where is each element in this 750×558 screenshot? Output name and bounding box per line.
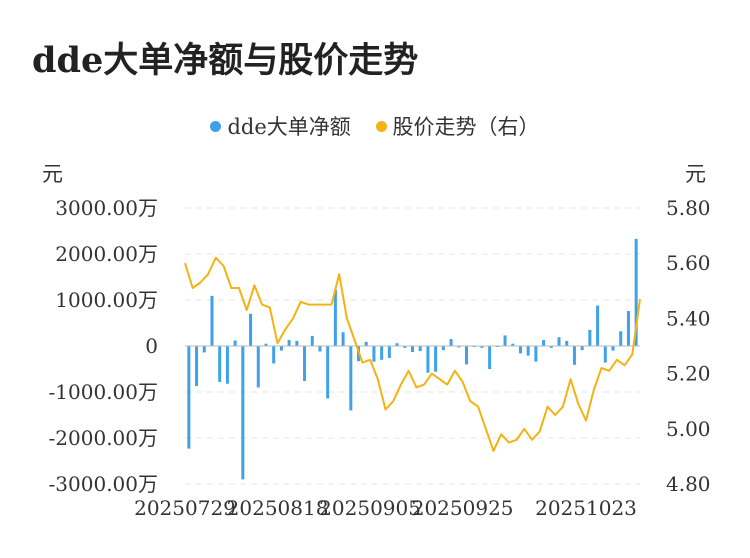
right-tick-label: 5.20 [666, 362, 711, 386]
bar [395, 343, 399, 346]
bar [318, 346, 322, 352]
left-tick-label: 3000.00万 [55, 196, 158, 220]
bar [441, 346, 445, 351]
right-tick-label: 5.00 [666, 417, 711, 441]
bar [403, 346, 407, 348]
bar [364, 341, 368, 346]
legend-item-price[interactable]: 股价走势（右） [375, 111, 540, 141]
bar [580, 346, 584, 351]
left-tick-label: 0 [145, 334, 158, 358]
x-tick-label: 20250905 [319, 496, 421, 520]
bar [218, 346, 222, 382]
x-tick-label: 20250818 [227, 496, 329, 520]
bar [503, 335, 507, 346]
bar [303, 346, 307, 381]
bar [572, 346, 576, 365]
bar [480, 346, 484, 348]
bar [225, 346, 229, 384]
bar [549, 346, 553, 348]
bar [210, 295, 214, 346]
bar [256, 346, 260, 388]
left-tick-label: -1000.00万 [49, 380, 158, 404]
bar [488, 346, 492, 369]
bar [619, 331, 623, 346]
x-tick-label: 20250729 [134, 496, 236, 520]
bar [626, 311, 630, 346]
price-line [184, 256, 641, 452]
bar [249, 313, 253, 346]
right-tick-label: 4.80 [666, 472, 711, 496]
right-tick-label: 5.40 [666, 306, 711, 330]
bar [588, 329, 592, 346]
right-tick-label: 5.60 [666, 251, 711, 275]
left-axis-unit: 元 [42, 162, 63, 186]
bar [464, 346, 468, 365]
legend-label-price: 股价走势（右） [392, 115, 540, 139]
bar [310, 335, 314, 346]
legend-dot-line [375, 121, 387, 132]
right-tick-label: 5.80 [666, 196, 711, 220]
bar [411, 346, 414, 352]
bar [596, 305, 600, 346]
x-tick-label: 20251023 [535, 496, 637, 520]
bar [387, 346, 391, 358]
left-tick-label: -2000.00万 [49, 426, 158, 450]
bar [542, 340, 546, 346]
bar [287, 340, 291, 346]
bar [326, 346, 330, 399]
legend-dot-bar [210, 121, 222, 132]
chart-title: dde大单净额与股价走势 [32, 40, 419, 81]
bar [534, 346, 538, 362]
bar [518, 346, 522, 354]
bar [241, 346, 245, 480]
bar [449, 339, 453, 346]
bar [603, 346, 607, 363]
legend: dde大单净额 股价走势（右） [0, 111, 750, 141]
bar [333, 289, 337, 346]
bar [372, 346, 376, 362]
bar [272, 346, 276, 364]
bar [557, 337, 561, 346]
bar [341, 332, 345, 346]
legend-label-dde: dde大单净额 [227, 115, 351, 139]
bar [565, 340, 569, 346]
right-axis-unit: 元 [685, 162, 706, 186]
bar [202, 346, 206, 353]
bar [418, 346, 422, 352]
bar [295, 340, 299, 346]
bar [349, 346, 353, 411]
bar [526, 346, 530, 356]
x-tick-label: 20250925 [412, 496, 514, 520]
bar [380, 346, 384, 360]
bar [279, 346, 283, 351]
legend-item-dde[interactable]: dde大单净额 [210, 111, 351, 141]
bar [611, 346, 615, 351]
bar [264, 343, 268, 346]
bar [457, 346, 461, 348]
bar [187, 346, 191, 449]
bar [634, 238, 638, 346]
bar [434, 346, 438, 372]
bar [511, 343, 515, 346]
left-tick-label: 1000.00万 [55, 288, 158, 312]
bar [426, 346, 430, 373]
bar [195, 346, 199, 387]
left-tick-label: -3000.00万 [49, 472, 158, 496]
left-tick-label: 2000.00万 [55, 242, 158, 266]
bar [233, 340, 237, 346]
